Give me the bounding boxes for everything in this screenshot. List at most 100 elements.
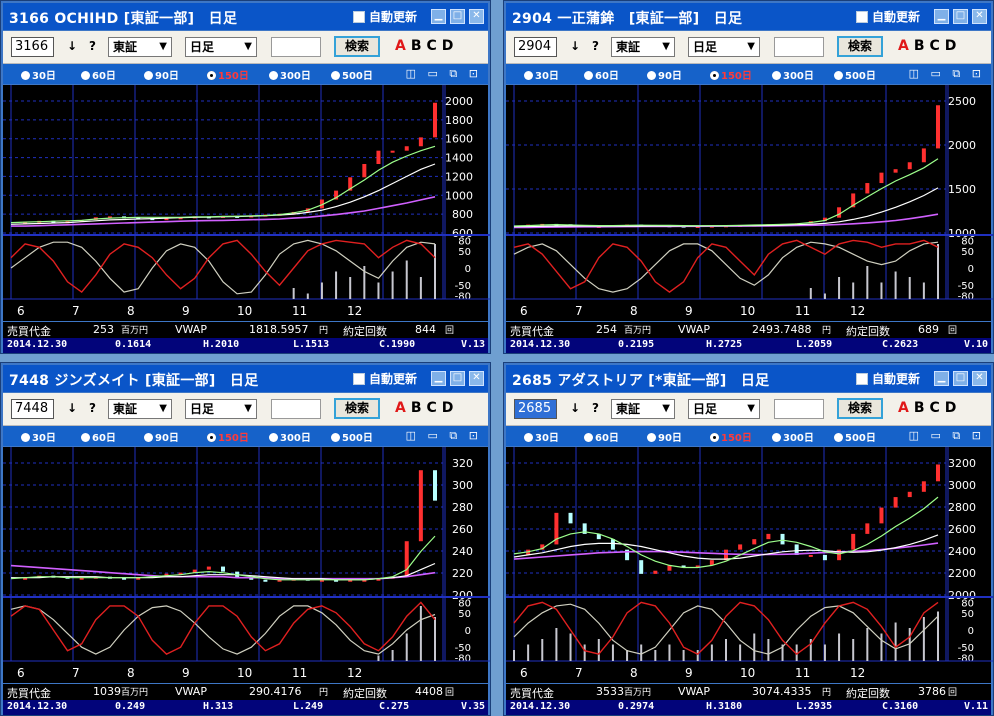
chart-area[interactable]: 320 300 280 260 240 220 200 80 50 0 -50 -80 6 7 8 9 10 11… — [3, 447, 490, 683]
range-option-3[interactable]: 150日 — [710, 429, 752, 444]
minimize-icon[interactable]: ▁ — [431, 371, 446, 386]
range-option-5[interactable]: 500日 — [331, 67, 373, 82]
auto-update-checkbox[interactable] — [352, 10, 365, 23]
slot-a-button[interactable]: A — [395, 38, 411, 54]
chart-window-3166[interactable]: 3166 OCHIHD [東証一部] 日足 自動更新 ▁ □ ✕ 3166 ↓? 東証 ▼ 日足 ▼… — [0, 0, 491, 354]
slot-d-button[interactable]: D — [441, 38, 459, 54]
slot-c-button[interactable]: C — [929, 400, 945, 416]
down-arrow-button[interactable]: ↓ — [67, 401, 78, 415]
range-option-2[interactable]: 90日 — [647, 67, 682, 82]
close-icon[interactable]: ✕ — [469, 9, 484, 24]
minimize-icon[interactable]: ▁ — [934, 9, 949, 24]
range-option-1[interactable]: 60日 — [81, 429, 116, 444]
title-bar[interactable]: 3166 OCHIHD [東証一部] 日足 自動更新 ▁ □ ✕ — [3, 3, 488, 30]
range-option-4[interactable]: 300日 — [269, 67, 311, 82]
market-select[interactable]: 東証 ▼ — [108, 399, 172, 419]
range-option-5[interactable]: 500日 — [331, 429, 373, 444]
chart-window-7448[interactable]: 7448 ジンズメイト [東証一部] 日足 自動更新 ▁ □ ✕ 7448 ↓? 東証 ▼ 日足 ▼… — [0, 362, 491, 716]
blank-input[interactable] — [271, 399, 321, 419]
slot-b-button[interactable]: B — [410, 38, 427, 54]
chart-window-2685[interactable]: 2685 アダストリア [*東証一部] 日足 自動更新 ▁ □ ✕ 2685 ↓? 東証 ▼ 日足… — [503, 362, 994, 716]
chart-area[interactable]: 2000 1800 1600 1400 1200 1000 800 600 80 50 0 -50 -8… — [3, 85, 490, 321]
minimize-icon[interactable]: ▁ — [431, 9, 446, 24]
range-option-5[interactable]: 500日 — [834, 429, 876, 444]
chart-area[interactable]: 2500 2000 1500 1000 80 50 0 -50 -80 6 7 8 9 10 11 12 — [506, 85, 993, 321]
help-button[interactable]: ? — [89, 401, 96, 415]
slot-b-button[interactable]: B — [913, 38, 930, 54]
search-button[interactable]: 検索 — [334, 398, 380, 419]
search-button[interactable]: 検索 — [837, 398, 883, 419]
chart-area[interactable]: 3200 3000 2800 2600 2400 2200 2000 80 50 0 -50 -80 6… — [506, 447, 993, 683]
market-select[interactable]: 東証 ▼ — [611, 399, 675, 419]
layout-icons[interactable]: ◫ ▭ ⧉ ⊡ — [908, 429, 985, 442]
slot-a-button[interactable]: A — [395, 400, 411, 416]
maximize-icon[interactable]: □ — [953, 371, 968, 386]
range-option-4[interactable]: 300日 — [772, 429, 814, 444]
range-option-1[interactable]: 60日 — [81, 67, 116, 82]
help-button[interactable]: ? — [592, 401, 599, 415]
layout-icons[interactable]: ◫ ▭ ⧉ ⊡ — [908, 67, 985, 80]
maximize-icon[interactable]: □ — [450, 9, 465, 24]
slot-c-button[interactable]: C — [426, 38, 442, 54]
range-option-4[interactable]: 300日 — [772, 67, 814, 82]
range-option-0[interactable]: 30日 — [524, 429, 559, 444]
period-select[interactable]: 日足 ▼ — [185, 37, 257, 57]
maximize-icon[interactable]: □ — [450, 371, 465, 386]
period-select[interactable]: 日足 ▼ — [688, 399, 760, 419]
range-option-0[interactable]: 30日 — [21, 429, 56, 444]
down-arrow-button[interactable]: ↓ — [570, 401, 581, 415]
range-option-2[interactable]: 90日 — [144, 67, 179, 82]
code-input[interactable]: 3166 — [11, 37, 54, 57]
layout-icons[interactable]: ◫ ▭ ⧉ ⊡ — [405, 429, 482, 442]
down-arrow-button[interactable]: ↓ — [67, 39, 78, 53]
blank-input[interactable] — [774, 37, 824, 57]
title-bar[interactable]: 2685 アダストリア [*東証一部] 日足 自動更新 ▁ □ ✕ — [506, 365, 991, 392]
period-select[interactable]: 日足 ▼ — [185, 399, 257, 419]
slot-d-button[interactable]: D — [944, 400, 962, 416]
close-icon[interactable]: ✕ — [972, 9, 987, 24]
market-select[interactable]: 東証 ▼ — [108, 37, 172, 57]
slot-a-button[interactable]: A — [898, 38, 914, 54]
title-bar[interactable]: 7448 ジンズメイト [東証一部] 日足 自動更新 ▁ □ ✕ — [3, 365, 488, 392]
search-button[interactable]: 検索 — [334, 36, 380, 57]
down-arrow-button[interactable]: ↓ — [570, 39, 581, 53]
search-button[interactable]: 検索 — [837, 36, 883, 57]
close-icon[interactable]: ✕ — [972, 371, 987, 386]
range-option-2[interactable]: 90日 — [647, 429, 682, 444]
maximize-icon[interactable]: □ — [953, 9, 968, 24]
range-option-4[interactable]: 300日 — [269, 429, 311, 444]
code-input[interactable]: 2904 — [514, 37, 557, 57]
blank-input[interactable] — [774, 399, 824, 419]
layout-icons[interactable]: ◫ ▭ ⧉ ⊡ — [405, 67, 482, 80]
blank-input[interactable] — [271, 37, 321, 57]
code-input[interactable]: 7448 — [11, 399, 54, 419]
help-button[interactable]: ? — [592, 39, 599, 53]
slot-d-button[interactable]: D — [441, 400, 459, 416]
range-option-3[interactable]: 150日 — [207, 67, 249, 82]
range-option-3[interactable]: 150日 — [710, 67, 752, 82]
slot-c-button[interactable]: C — [929, 38, 945, 54]
code-input[interactable]: 2685 — [514, 399, 557, 419]
auto-update-checkbox[interactable] — [855, 10, 868, 23]
slot-b-button[interactable]: B — [913, 400, 930, 416]
auto-update-checkbox[interactable] — [352, 372, 365, 385]
range-option-5[interactable]: 500日 — [834, 67, 876, 82]
range-option-0[interactable]: 30日 — [524, 67, 559, 82]
range-option-2[interactable]: 90日 — [144, 429, 179, 444]
market-select[interactable]: 東証 ▼ — [611, 37, 675, 57]
chart-window-2904[interactable]: 2904 一正蒲鉾 [東証一部] 日足 自動更新 ▁ □ ✕ 2904 ↓? 東証 ▼ 日足 ▼ 検索… — [503, 0, 994, 354]
period-select[interactable]: 日足 ▼ — [688, 37, 760, 57]
range-option-3[interactable]: 150日 — [207, 429, 249, 444]
help-button[interactable]: ? — [89, 39, 96, 53]
slot-b-button[interactable]: B — [410, 400, 427, 416]
slot-d-button[interactable]: D — [944, 38, 962, 54]
slot-c-button[interactable]: C — [426, 400, 442, 416]
slot-a-button[interactable]: A — [898, 400, 914, 416]
close-icon[interactable]: ✕ — [469, 371, 484, 386]
minimize-icon[interactable]: ▁ — [934, 371, 949, 386]
auto-update-checkbox[interactable] — [855, 372, 868, 385]
range-option-0[interactable]: 30日 — [21, 67, 56, 82]
range-option-1[interactable]: 60日 — [584, 429, 619, 444]
range-option-1[interactable]: 60日 — [584, 67, 619, 82]
title-bar[interactable]: 2904 一正蒲鉾 [東証一部] 日足 自動更新 ▁ □ ✕ — [506, 3, 991, 30]
